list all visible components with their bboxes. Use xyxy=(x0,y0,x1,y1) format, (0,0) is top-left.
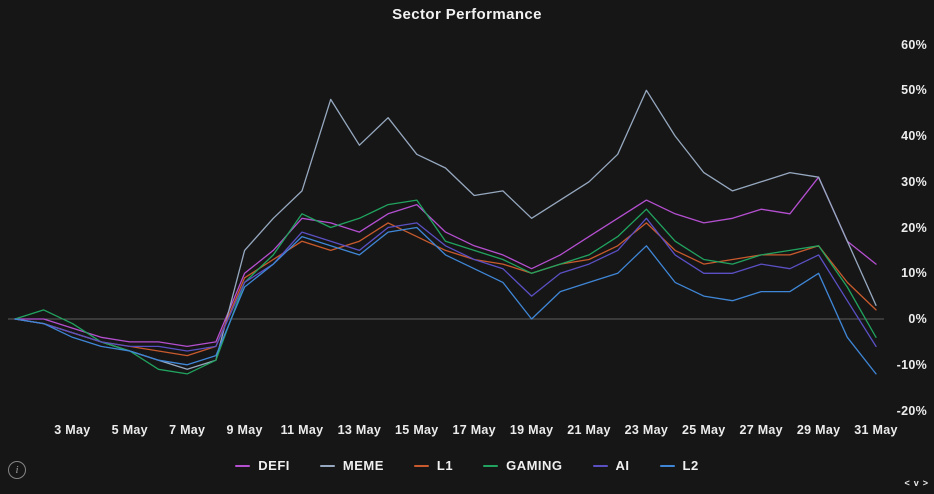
series-line-meme[interactable] xyxy=(14,89,877,370)
chart-pager: < v > xyxy=(904,479,928,488)
pager-prev-icon[interactable]: < xyxy=(904,478,910,488)
legend-swatch-l1 xyxy=(413,464,429,467)
legend-swatch-meme xyxy=(319,464,335,467)
legend-label-defi: DEFI xyxy=(258,458,290,473)
series-line-l1[interactable] xyxy=(14,222,877,357)
y-axis-label-60: 60% xyxy=(901,37,927,52)
series-line-defi[interactable] xyxy=(14,176,877,348)
legend-item-defi[interactable]: DEFI xyxy=(235,458,290,473)
y-axis-label-40: 40% xyxy=(901,129,927,143)
x-axis-label-23may: 23 May xyxy=(624,423,669,437)
y-axis-label-30: 30% xyxy=(901,174,927,189)
series-line-ai[interactable] xyxy=(14,217,877,352)
x-axis-label-27may: 27 May xyxy=(739,423,783,437)
pager-next-icon[interactable]: > xyxy=(922,478,928,488)
y-axis-label-10: 10% xyxy=(901,266,927,281)
legend-label-ai: AI xyxy=(615,458,630,473)
x-axis-label-15may: 15 May xyxy=(395,423,439,437)
legend-swatch-l2 xyxy=(659,464,675,467)
x-axis-label-29may: 29 May xyxy=(796,423,841,437)
legend-label-meme: MEME xyxy=(342,458,384,473)
x-axis-label-19may: 19 May xyxy=(509,423,554,437)
legend-label-l2: L2 xyxy=(682,458,699,473)
legend-item-l1[interactable]: L1 xyxy=(413,458,454,473)
legend-item-meme[interactable]: MEME xyxy=(319,458,384,473)
y-axis-label-50: 50% xyxy=(901,83,927,98)
legend-label-l1: L1 xyxy=(436,458,454,473)
y-axis-label--10: -10% xyxy=(896,357,927,372)
y-axis-label-20: 20% xyxy=(901,220,927,235)
legend-swatch-ai xyxy=(592,464,608,467)
legend-item-l2[interactable]: L2 xyxy=(659,458,699,473)
x-axis-label-25may: 25 May xyxy=(682,423,726,437)
x-axis-label-17may: 17 May xyxy=(452,423,496,437)
x-axis-label-5may: 5 May xyxy=(111,423,148,437)
x-axis-label-7may: 7 May xyxy=(169,423,206,437)
pager-collapse-icon[interactable]: v xyxy=(913,478,919,488)
legend-label-gaming: GAMING xyxy=(506,458,563,473)
legend-item-gaming[interactable]: GAMING xyxy=(483,458,562,473)
legend-swatch-defi xyxy=(235,464,251,467)
x-axis-label-11may: 11 May xyxy=(280,423,324,437)
x-axis-label-9may: 9 May xyxy=(226,423,263,437)
series-line-gaming[interactable] xyxy=(14,199,877,375)
x-axis-label-31may: 31 May xyxy=(854,423,898,437)
chart-title: Sector Performance xyxy=(392,6,542,23)
legend: DEFI MEME L1 GAMING AI L2 xyxy=(0,458,934,473)
x-axis-label-13may: 13 May xyxy=(337,423,382,437)
x-axis-label-21may: 21 May xyxy=(567,423,611,437)
y-axis-label--20: -20% xyxy=(896,403,927,418)
series-line-l2[interactable] xyxy=(14,226,877,375)
legend-item-ai[interactable]: AI xyxy=(592,458,630,473)
x-axis-label-3may: 3 May xyxy=(54,423,91,437)
legend-swatch-gaming xyxy=(483,464,499,467)
y-axis-label-0: 0% xyxy=(908,312,927,326)
info-icon[interactable]: i xyxy=(8,461,26,479)
